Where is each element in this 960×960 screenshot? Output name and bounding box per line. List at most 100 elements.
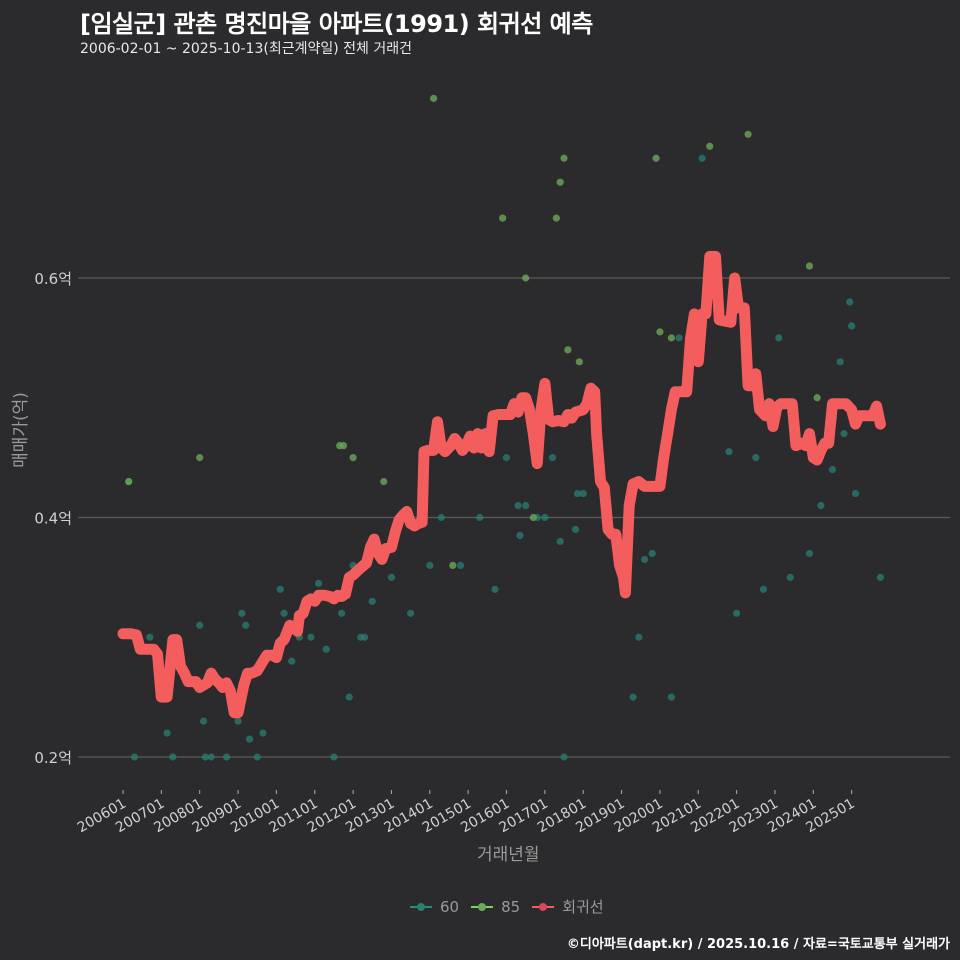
data-point-60 <box>541 513 549 522</box>
data-point-60 <box>169 753 177 761</box>
data-point-85 <box>706 142 714 150</box>
data-point-60 <box>322 645 330 653</box>
data-point-60 <box>476 513 484 522</box>
data-point-60 <box>516 531 524 540</box>
regression-path <box>117 250 886 719</box>
legend-item-regression: 회귀선 <box>532 896 604 917</box>
data-point-60 <box>201 753 210 761</box>
y-axis-ticks: 0.2억 0.4억 0.6억 <box>34 270 72 767</box>
data-point-60 <box>675 334 683 342</box>
data-point-60 <box>667 693 676 701</box>
data-point-60 <box>238 609 246 617</box>
data-point-60 <box>280 609 288 617</box>
data-point-60 <box>330 753 338 761</box>
data-point-60 <box>876 573 885 581</box>
legend: 60 85 회귀선 <box>410 896 610 917</box>
data-point-85 <box>196 454 204 462</box>
series-85-points <box>125 94 821 570</box>
data-point-60 <box>259 729 267 737</box>
data-point-85 <box>380 477 388 486</box>
y-axis-label: 매매가(억) <box>11 392 31 468</box>
data-point-60 <box>840 430 848 438</box>
x-axis-ticks: 2006012007012008012009012010012011012012… <box>75 790 858 836</box>
data-point-85 <box>564 346 572 354</box>
data-point-60 <box>640 555 649 564</box>
data-point-85 <box>652 154 660 162</box>
data-point-60 <box>579 489 587 498</box>
data-point-60 <box>775 334 783 342</box>
data-point-60 <box>130 753 139 761</box>
chart-title: [임실군] 관촌 명진마을 아파트(1991) 회귀선 예측 <box>80 10 593 38</box>
data-point-60 <box>337 609 346 617</box>
data-point-60 <box>163 729 171 737</box>
data-point-85 <box>529 513 537 522</box>
data-point-85 <box>522 274 530 282</box>
data-point-60 <box>307 633 315 641</box>
data-point-60 <box>242 621 250 629</box>
data-point-85 <box>656 328 664 336</box>
series-60-points <box>125 154 885 761</box>
legend-key-60-icon <box>410 902 432 912</box>
data-point-60 <box>629 693 637 701</box>
data-point-60 <box>234 717 242 725</box>
data-point-60 <box>314 579 323 587</box>
data-point-60 <box>345 693 353 701</box>
data-point-60 <box>502 454 511 462</box>
data-point-85 <box>349 454 357 462</box>
data-point-60 <box>426 561 434 570</box>
data-point-85 <box>499 214 507 222</box>
legend-label-85: 85 <box>501 897 521 916</box>
data-point-60 <box>146 633 154 641</box>
data-point-60 <box>846 298 854 306</box>
data-point-60 <box>851 489 860 498</box>
data-point-60 <box>407 609 415 617</box>
regression-line <box>117 250 886 719</box>
data-point-60 <box>573 489 582 498</box>
data-point-60 <box>199 717 208 725</box>
data-point-85 <box>552 214 560 222</box>
data-point-60 <box>556 537 564 546</box>
legend-key-85-icon <box>471 902 494 912</box>
data-point-60 <box>368 597 376 605</box>
data-point-85 <box>125 477 133 486</box>
source-footer: ©디아파트(dapt.kr) / 2025.10.16 / 자료=국토교통부 실… <box>566 937 950 952</box>
data-point-60 <box>805 549 814 558</box>
legend-item-60: 60 <box>410 898 459 916</box>
data-point-85 <box>575 358 583 366</box>
data-point-85 <box>556 178 564 186</box>
legend-key-regression-icon <box>532 902 555 912</box>
data-point-60 <box>733 609 741 617</box>
data-point-60 <box>514 501 522 510</box>
data-point-85 <box>813 394 821 402</box>
data-point-60 <box>759 585 768 593</box>
data-point-60 <box>288 657 296 665</box>
data-point-85 <box>667 334 676 342</box>
legend-label-regression: 회귀선 <box>562 898 604 916</box>
data-point-60 <box>491 585 499 593</box>
data-point-60 <box>698 154 706 162</box>
data-point-60 <box>648 549 656 558</box>
y-tick-label: 0.6억 <box>34 270 72 288</box>
data-point-60 <box>361 633 369 641</box>
data-point-60 <box>836 358 844 366</box>
data-point-60 <box>752 454 760 462</box>
data-point-60 <box>571 525 580 534</box>
x-axis-label: 거래년월 <box>477 845 540 865</box>
data-point-60 <box>245 735 254 743</box>
data-point-85 <box>430 94 438 102</box>
y-tick-label: 0.4억 <box>34 510 72 528</box>
data-point-60 <box>276 585 284 593</box>
data-point-60 <box>548 454 557 462</box>
y-tick-label: 0.2억 <box>34 749 72 767</box>
data-point-60 <box>786 573 794 581</box>
data-point-60 <box>387 573 396 581</box>
data-point-60 <box>456 561 465 570</box>
chart-subtitle: 2006-02-01 ~ 2025-10-13(최근계약일) 전체 거래건 <box>80 41 412 57</box>
data-point-60 <box>725 448 733 456</box>
data-point-60 <box>222 753 231 761</box>
data-point-60 <box>522 501 530 510</box>
data-point-60 <box>437 513 445 522</box>
data-point-85 <box>560 154 568 162</box>
legend-item-85: 85 <box>471 898 520 916</box>
data-point-60 <box>635 633 643 641</box>
